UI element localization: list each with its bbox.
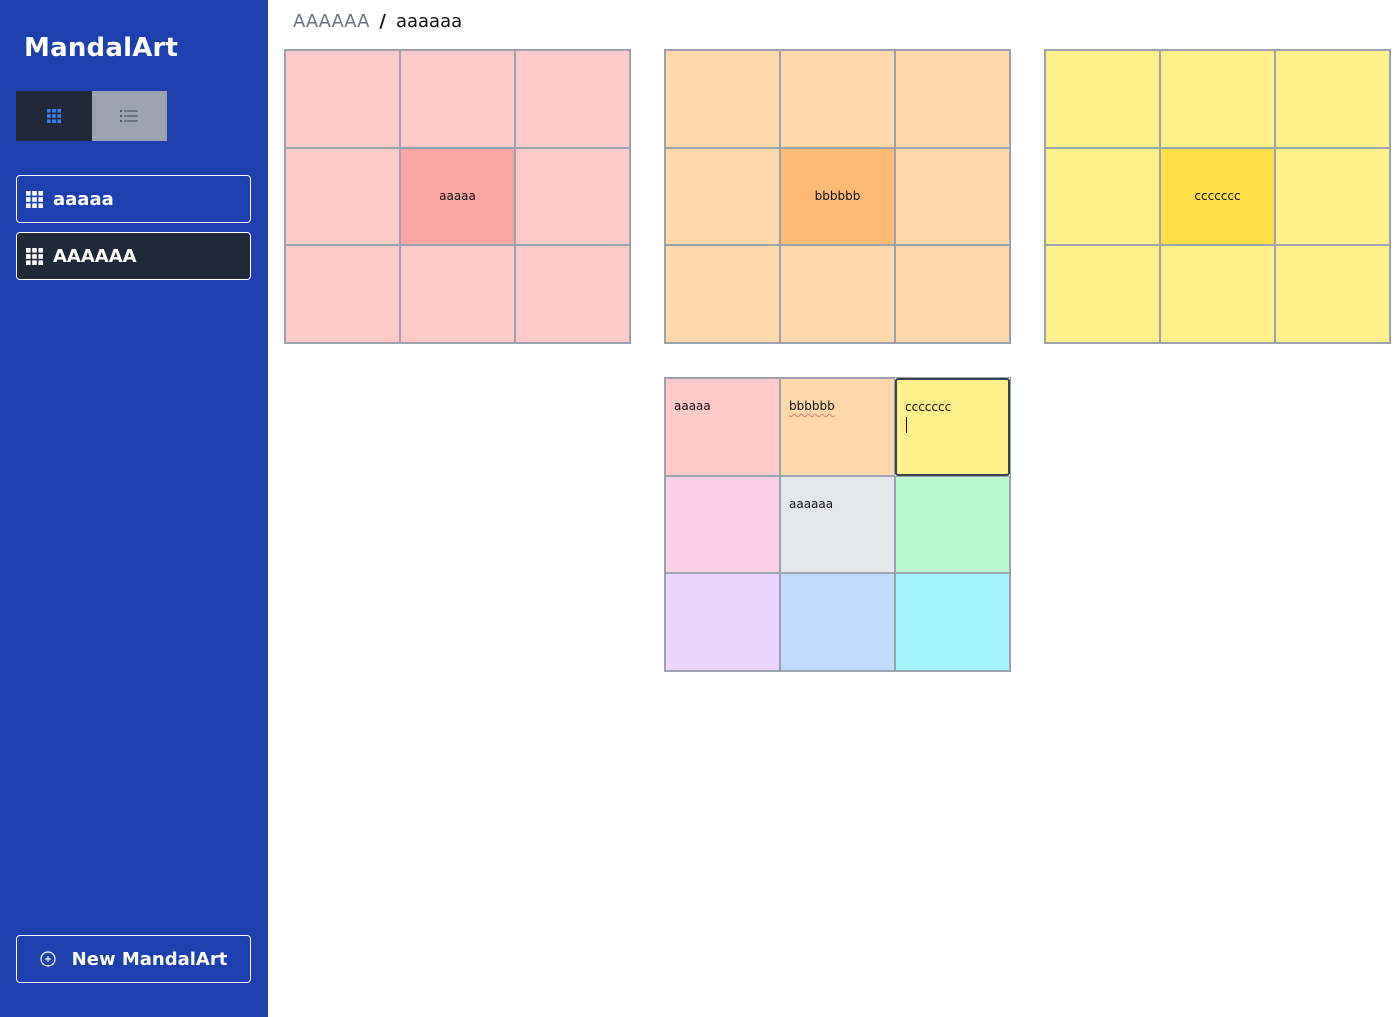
main-center-cell[interactable]: aaaaaa <box>780 475 895 574</box>
grid-cell[interactable] <box>1045 50 1160 148</box>
grid-view-button[interactable] <box>16 91 92 141</box>
list-icon <box>120 110 139 122</box>
grid-cell[interactable] <box>665 50 780 148</box>
grid-cell[interactable] <box>780 50 895 148</box>
plus-circle-icon <box>40 951 56 967</box>
main-cell[interactable] <box>665 573 780 671</box>
new-mandalart-button[interactable]: New MandalArt <box>16 935 251 983</box>
grid-center-cell[interactable]: ccccccc <box>1160 147 1275 246</box>
main-cell-bbbbbb[interactable]: bbbbbb <box>780 378 895 476</box>
mandala-grid-orange: bbbbbb <box>664 49 1011 344</box>
grid-cell[interactable] <box>400 50 515 148</box>
mandala-grid-main: aaaaa bbbbbb ccccccc aaaaaa <box>664 377 1011 672</box>
sidebar: MandalArt <box>0 0 268 1017</box>
main-cell-text: bbbbbb <box>789 399 835 413</box>
breadcrumb-separator: / <box>379 11 386 32</box>
grid-cell[interactable] <box>780 245 895 343</box>
grid-center-cell[interactable]: aaaaa <box>400 147 515 246</box>
main-cell[interactable] <box>665 475 780 574</box>
grid-cell[interactable] <box>1275 50 1390 148</box>
grid-cell[interactable] <box>665 245 780 343</box>
sidebar-item-AAAAAA[interactable]: AAAAAA <box>16 232 251 280</box>
main-cell[interactable] <box>895 573 1010 671</box>
grid-cell[interactable] <box>400 245 515 343</box>
grid-cell[interactable] <box>1160 50 1275 148</box>
breadcrumb-parent[interactable]: AAAAAA <box>293 11 370 32</box>
grid-cell[interactable] <box>1275 147 1390 246</box>
view-toggle <box>16 91 167 141</box>
mandalart-list: aaaaa AAAAAA <box>16 175 251 289</box>
grid-cell[interactable] <box>895 50 1010 148</box>
sidebar-item-label: aaaaa <box>53 188 114 210</box>
grid-cell[interactable] <box>285 147 400 246</box>
breadcrumb: AAAAAA / aaaaaa <box>293 11 462 32</box>
grid-cell[interactable] <box>515 50 630 148</box>
grid-cell[interactable] <box>895 147 1010 246</box>
grid-cell[interactable] <box>1045 245 1160 343</box>
list-view-button[interactable] <box>91 91 167 141</box>
grid-cell[interactable] <box>1045 147 1160 246</box>
grid-icon <box>46 109 61 123</box>
grid-cell[interactable] <box>1160 245 1275 343</box>
mandala-grid-red: aaaaa <box>284 49 631 344</box>
app-title: MandalArt <box>24 33 179 63</box>
grid-cell[interactable] <box>665 147 780 246</box>
grid-cell[interactable] <box>895 245 1010 343</box>
mandala-grid-yellow: ccccccc <box>1044 49 1391 344</box>
main-cell[interactable] <box>780 573 895 671</box>
grid-cell[interactable] <box>515 245 630 343</box>
sidebar-item-aaaaa[interactable]: aaaaa <box>16 175 251 223</box>
main-cell[interactable] <box>895 475 1010 574</box>
main-cell-text: ccccccc <box>905 400 952 414</box>
grid-center-cell[interactable]: bbbbbb <box>780 147 895 246</box>
text-caret <box>906 417 907 433</box>
breadcrumb-current: aaaaaa <box>395 11 463 32</box>
main-cell-ccccccc-editor[interactable]: ccccccc <box>895 378 1010 476</box>
grid-icon <box>26 190 43 208</box>
grid-icon <box>26 247 43 265</box>
grid-cell[interactable] <box>285 50 400 148</box>
new-mandalart-label: New MandalArt <box>71 948 228 970</box>
grid-cell[interactable] <box>515 147 630 246</box>
grid-cell[interactable] <box>285 245 400 343</box>
sidebar-item-label: AAAAAA <box>53 245 137 267</box>
main-cell-aaaaa[interactable]: aaaaa <box>665 378 780 476</box>
grid-cell[interactable] <box>1275 245 1390 343</box>
